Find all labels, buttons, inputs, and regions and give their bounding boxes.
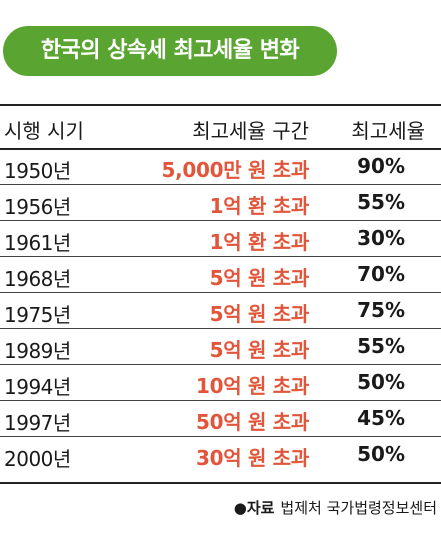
- source-text: 법제처 국가법령정보센터: [280, 499, 437, 517]
- table-row: 1956년 1억 환 초과 55%: [0, 185, 441, 221]
- row-bracket: 1억 환 초과: [209, 194, 310, 218]
- header-bracket: 최고세율 구간: [192, 119, 309, 143]
- row-year: 1950년: [4, 159, 71, 183]
- row-rate: 45%: [357, 406, 405, 430]
- table-body: 1950년 5,000만 원 초과 90% 1956년 1억 환 초과 55% …: [0, 149, 441, 473]
- row-year: 2000년: [4, 447, 71, 471]
- row-year: 1968년: [4, 267, 71, 291]
- row-rate: 50%: [357, 442, 405, 466]
- table-bottom-rule: [0, 482, 441, 484]
- table-row: 1989년 5억 원 초과 55%: [0, 329, 441, 365]
- row-bracket: 50억 원 초과: [196, 410, 309, 434]
- row-bracket: 5억 원 초과: [209, 266, 310, 290]
- row-bracket: 5억 원 초과: [209, 338, 310, 362]
- table-row: 1968년 5억 원 초과 70%: [0, 257, 441, 293]
- row-rate: 75%: [357, 298, 405, 322]
- row-rate: 90%: [357, 154, 405, 178]
- header-period: 시행 시기: [4, 119, 84, 143]
- page-title: 한국의 상속세 최고세율 변화: [3, 26, 337, 76]
- row-bracket: 1억 환 초과: [209, 230, 310, 254]
- row-year: 1975년: [4, 303, 71, 327]
- row-bracket: 10억 원 초과: [196, 374, 309, 398]
- header-rule: [0, 148, 441, 150]
- row-year: 1997년: [4, 411, 71, 435]
- table-row: 1975년 5억 원 초과 75%: [0, 293, 441, 329]
- bullet-icon: ●: [233, 499, 247, 517]
- row-rate: 30%: [357, 226, 405, 250]
- row-rate: 70%: [357, 262, 405, 286]
- table-row: 1950년 5,000만 원 초과 90%: [0, 149, 441, 185]
- row-year: 1956년: [4, 195, 71, 219]
- table-row: 2000년 30억 원 초과 50%: [0, 437, 441, 473]
- table-header: 시행 시기 최고세율 구간 최고세율: [0, 106, 441, 148]
- table-row: 1997년 50억 원 초과 45%: [0, 401, 441, 437]
- table-top-rule: [0, 104, 441, 106]
- row-rate: 50%: [357, 370, 405, 394]
- table-row: 1994년 10억 원 초과 50%: [0, 365, 441, 401]
- source-label: 자료: [246, 499, 275, 517]
- row-bracket: 30억 원 초과: [196, 446, 309, 470]
- row-bracket: 5,000만 원 초과: [161, 158, 310, 182]
- row-rate: 55%: [357, 190, 405, 214]
- row-bracket: 5억 원 초과: [209, 302, 310, 326]
- header-rate: 최고세율: [351, 119, 425, 143]
- row-year: 1989년: [4, 339, 71, 363]
- table-row: 1961년 1억 환 초과 30%: [0, 221, 441, 257]
- row-rate: 55%: [357, 334, 405, 358]
- row-year: 1961년: [4, 231, 71, 255]
- source-note: ●자료 법제처 국가법령정보센터: [234, 497, 437, 518]
- row-year: 1994년: [4, 375, 71, 399]
